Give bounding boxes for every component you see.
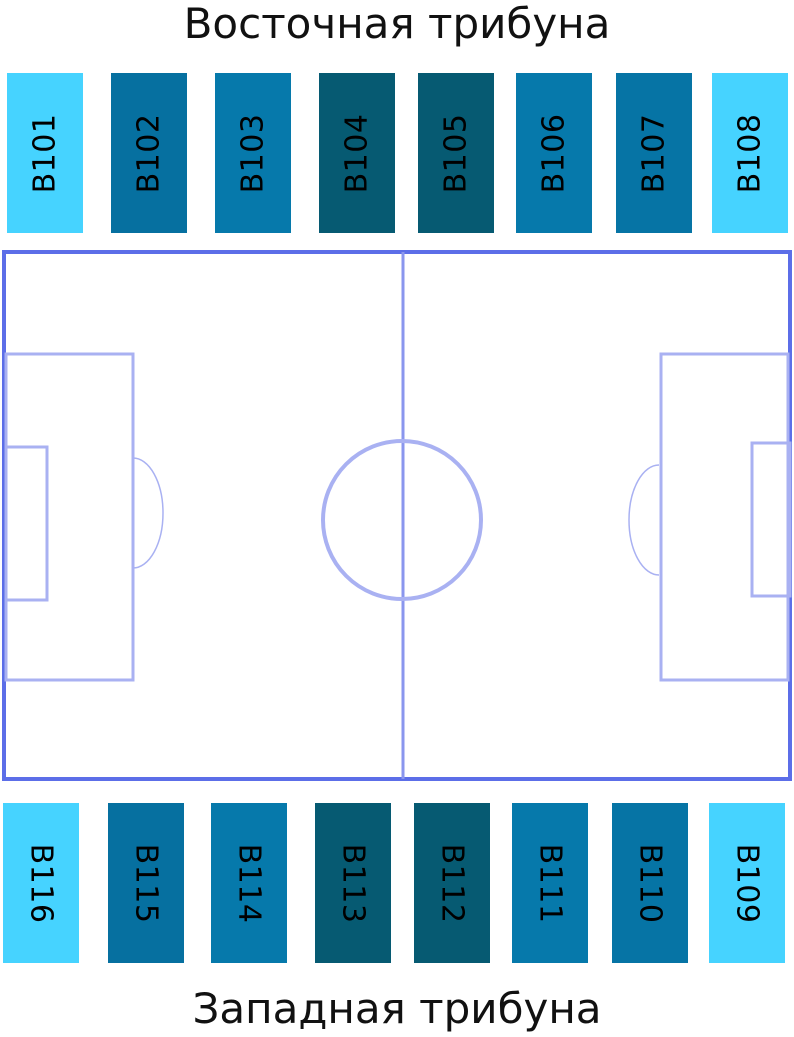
sector-b115[interactable]: B115: [108, 803, 184, 963]
sector-b105[interactable]: B105: [418, 73, 494, 233]
sector-b107[interactable]: B107: [616, 73, 692, 233]
sector-b104[interactable]: B104: [319, 73, 395, 233]
sector-label: B109: [729, 843, 765, 923]
right-goal-area: [750, 441, 792, 598]
sector-b101[interactable]: B101: [7, 73, 83, 233]
sector-label: B112: [434, 843, 470, 923]
sector-label: B113: [335, 843, 371, 923]
sector-b110[interactable]: B110: [612, 803, 688, 963]
right-penalty-arc: [628, 464, 660, 576]
sector-b116[interactable]: B116: [3, 803, 79, 963]
sector-label: B114: [231, 843, 267, 923]
sector-b108[interactable]: B108: [712, 73, 788, 233]
sector-label: B115: [128, 843, 164, 923]
sector-label: B116: [23, 843, 59, 923]
sector-label: B111: [532, 843, 568, 923]
sector-b114[interactable]: B114: [211, 803, 287, 963]
sector-b106[interactable]: B106: [516, 73, 592, 233]
east-stand-title: Восточная трибуна: [183, 0, 611, 48]
left-penalty-arc: [132, 457, 164, 569]
left-goal-area: [4, 445, 49, 602]
sector-label: B110: [632, 843, 668, 923]
sector-b103[interactable]: B103: [215, 73, 291, 233]
sector-b109[interactable]: B109: [709, 803, 785, 963]
sector-b102[interactable]: B102: [111, 73, 187, 233]
sector-b111[interactable]: B111: [512, 803, 588, 963]
right-penalty-area: [659, 352, 790, 682]
sector-b112[interactable]: B112: [414, 803, 490, 963]
west-stand-title: Западная трибуна: [192, 984, 602, 1033]
left-penalty-area: [4, 352, 135, 682]
sector-b113[interactable]: B113: [315, 803, 391, 963]
center-circle: [321, 439, 483, 601]
pitch-boundary: [2, 250, 792, 781]
